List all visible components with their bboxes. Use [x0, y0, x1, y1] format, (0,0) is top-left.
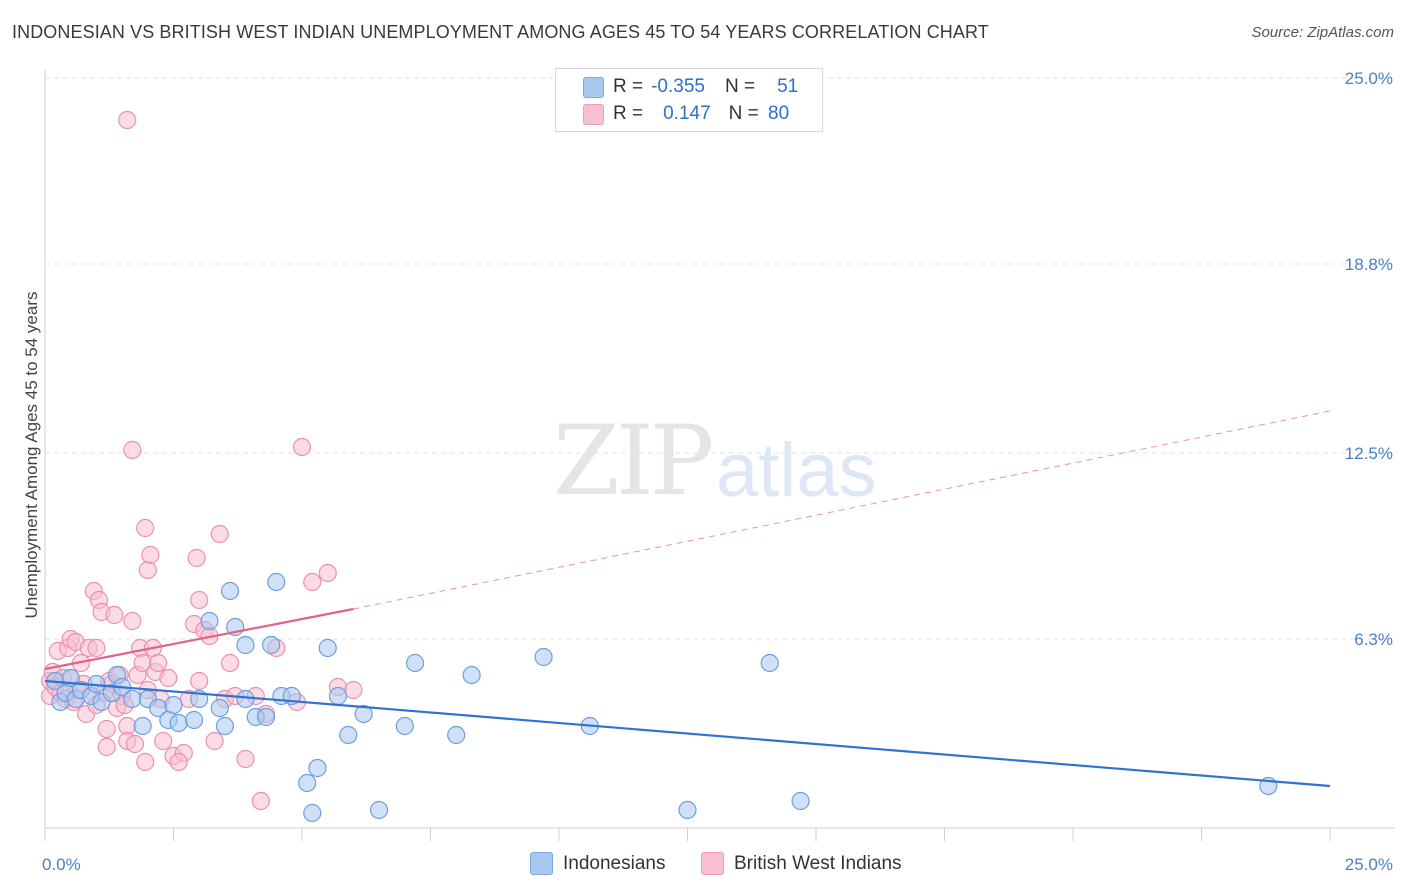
y-tick-label: 12.5%: [1345, 444, 1393, 463]
bwi-point: [87, 638, 106, 658]
indonesian-point: [184, 710, 204, 730]
indonesian-point: [791, 791, 810, 811]
indonesian-point: [164, 695, 183, 715]
indonesian-point: [236, 635, 255, 655]
watermark-atlas: atlas: [716, 428, 877, 513]
bwi-point: [187, 548, 206, 568]
indonesian-point: [339, 725, 358, 745]
bwi-label: British West Indians: [734, 852, 902, 874]
bwi-point: [159, 668, 178, 688]
r-label: R =: [613, 76, 644, 97]
r-value: 0.147: [663, 103, 711, 124]
bwi-trend-extension: [353, 410, 1331, 610]
bwi-point: [138, 560, 157, 580]
n-label: N =: [724, 76, 756, 97]
x-tick-label: 0.0%: [42, 855, 81, 874]
bwi-point: [123, 440, 142, 460]
bwi-point: [148, 653, 168, 673]
legend-row-indonesians: R = -0.355 N = 51: [613, 75, 798, 99]
legend-row-bwi: R = 0.147 N = 80: [613, 102, 789, 126]
indonesians-swatch: [530, 852, 553, 875]
indonesian-point: [267, 572, 286, 592]
bwi-point: [205, 731, 224, 751]
indonesian-point: [123, 689, 142, 709]
legend-swatch-bwi: [583, 104, 604, 125]
indonesian-point: [328, 686, 348, 706]
legend-item-bwi[interactable]: British West Indians: [701, 852, 902, 875]
indonesian-point: [405, 653, 425, 673]
indonesian-point: [200, 611, 219, 631]
indonesian-point: [220, 581, 240, 601]
correlation-legend: R = -0.355 N = 51 R = 0.147 N = 80: [555, 68, 823, 132]
indonesians-label: Indonesians: [563, 852, 666, 874]
indonesian-point: [210, 698, 229, 718]
indonesian-point: [169, 713, 188, 733]
bwi-point: [210, 524, 229, 544]
indonesian-point: [215, 716, 234, 736]
legend-swatch-indonesians: [583, 77, 604, 98]
indonesian-point: [308, 758, 327, 778]
watermark-zip: ZIP: [553, 405, 714, 517]
tick-labels: 6.3% 12.5% 18.8% 25.0% 0.0% 25.0%: [42, 69, 1393, 874]
indonesian-point: [447, 725, 466, 745]
legend-item-indonesians[interactable]: Indonesians: [530, 852, 665, 875]
y-tick-label: 18.8%: [1345, 255, 1393, 274]
n-value: 80: [768, 103, 790, 124]
bwi-point: [292, 437, 312, 457]
y-tick-label: 6.3%: [1354, 630, 1393, 649]
chart-title: INDONESIAN VS BRITISH WEST INDIAN UNEMPL…: [12, 22, 989, 42]
indonesian-point: [534, 647, 553, 667]
bwi-point: [344, 680, 363, 700]
indonesian-point: [256, 707, 276, 727]
indonesian-point: [395, 716, 414, 736]
bwi-point: [136, 752, 155, 772]
indonesian-point: [462, 665, 481, 685]
bwi-point: [169, 752, 188, 772]
bwi-point: [118, 110, 137, 130]
bwi-point: [318, 563, 337, 583]
indonesian-point: [678, 800, 697, 820]
bwi-point: [236, 749, 255, 769]
indonesian-point: [298, 773, 317, 793]
axes: [44, 70, 1395, 841]
gridlines: [45, 77, 1395, 640]
bwi-swatch: [701, 852, 724, 875]
indonesian-points: [46, 572, 1278, 823]
bwi-point: [190, 671, 209, 691]
bwi-point: [97, 737, 116, 757]
y-axis-title: Unemployment Among Ages 45 to 54 years: [22, 292, 41, 619]
bwi-point: [190, 590, 209, 610]
indonesian-point: [370, 800, 389, 820]
bwi-point: [251, 791, 270, 811]
indonesian-point: [303, 803, 322, 823]
trend-lines: [44, 410, 1331, 788]
source-label[interactable]: Source: ZipAtlas.com: [1251, 24, 1394, 41]
indonesian-point: [236, 689, 255, 709]
bwi-point: [125, 734, 145, 754]
x-tick-label: 25.0%: [1345, 855, 1393, 874]
indonesian-point: [354, 704, 373, 724]
bwi-point: [141, 545, 160, 565]
n-label: N =: [728, 103, 765, 124]
bwi-point: [303, 572, 322, 592]
indonesian-point: [133, 716, 152, 736]
bwi-point: [154, 731, 173, 751]
bwi-point: [220, 653, 240, 673]
r-value: -0.355: [651, 76, 705, 97]
bwi-point: [123, 611, 142, 631]
bwi-point: [136, 518, 155, 538]
indonesian-point: [318, 638, 337, 658]
y-tick-label: 25.0%: [1345, 69, 1393, 88]
bwi-point: [97, 719, 116, 739]
bwi-trend-line: [44, 607, 354, 671]
r-label: R =: [613, 103, 644, 124]
indonesian-point: [262, 635, 281, 655]
bwi-point: [105, 605, 124, 625]
indonesian-trend-line: [44, 679, 1331, 788]
n-value: 51: [777, 76, 799, 97]
indonesian-point: [760, 653, 779, 673]
